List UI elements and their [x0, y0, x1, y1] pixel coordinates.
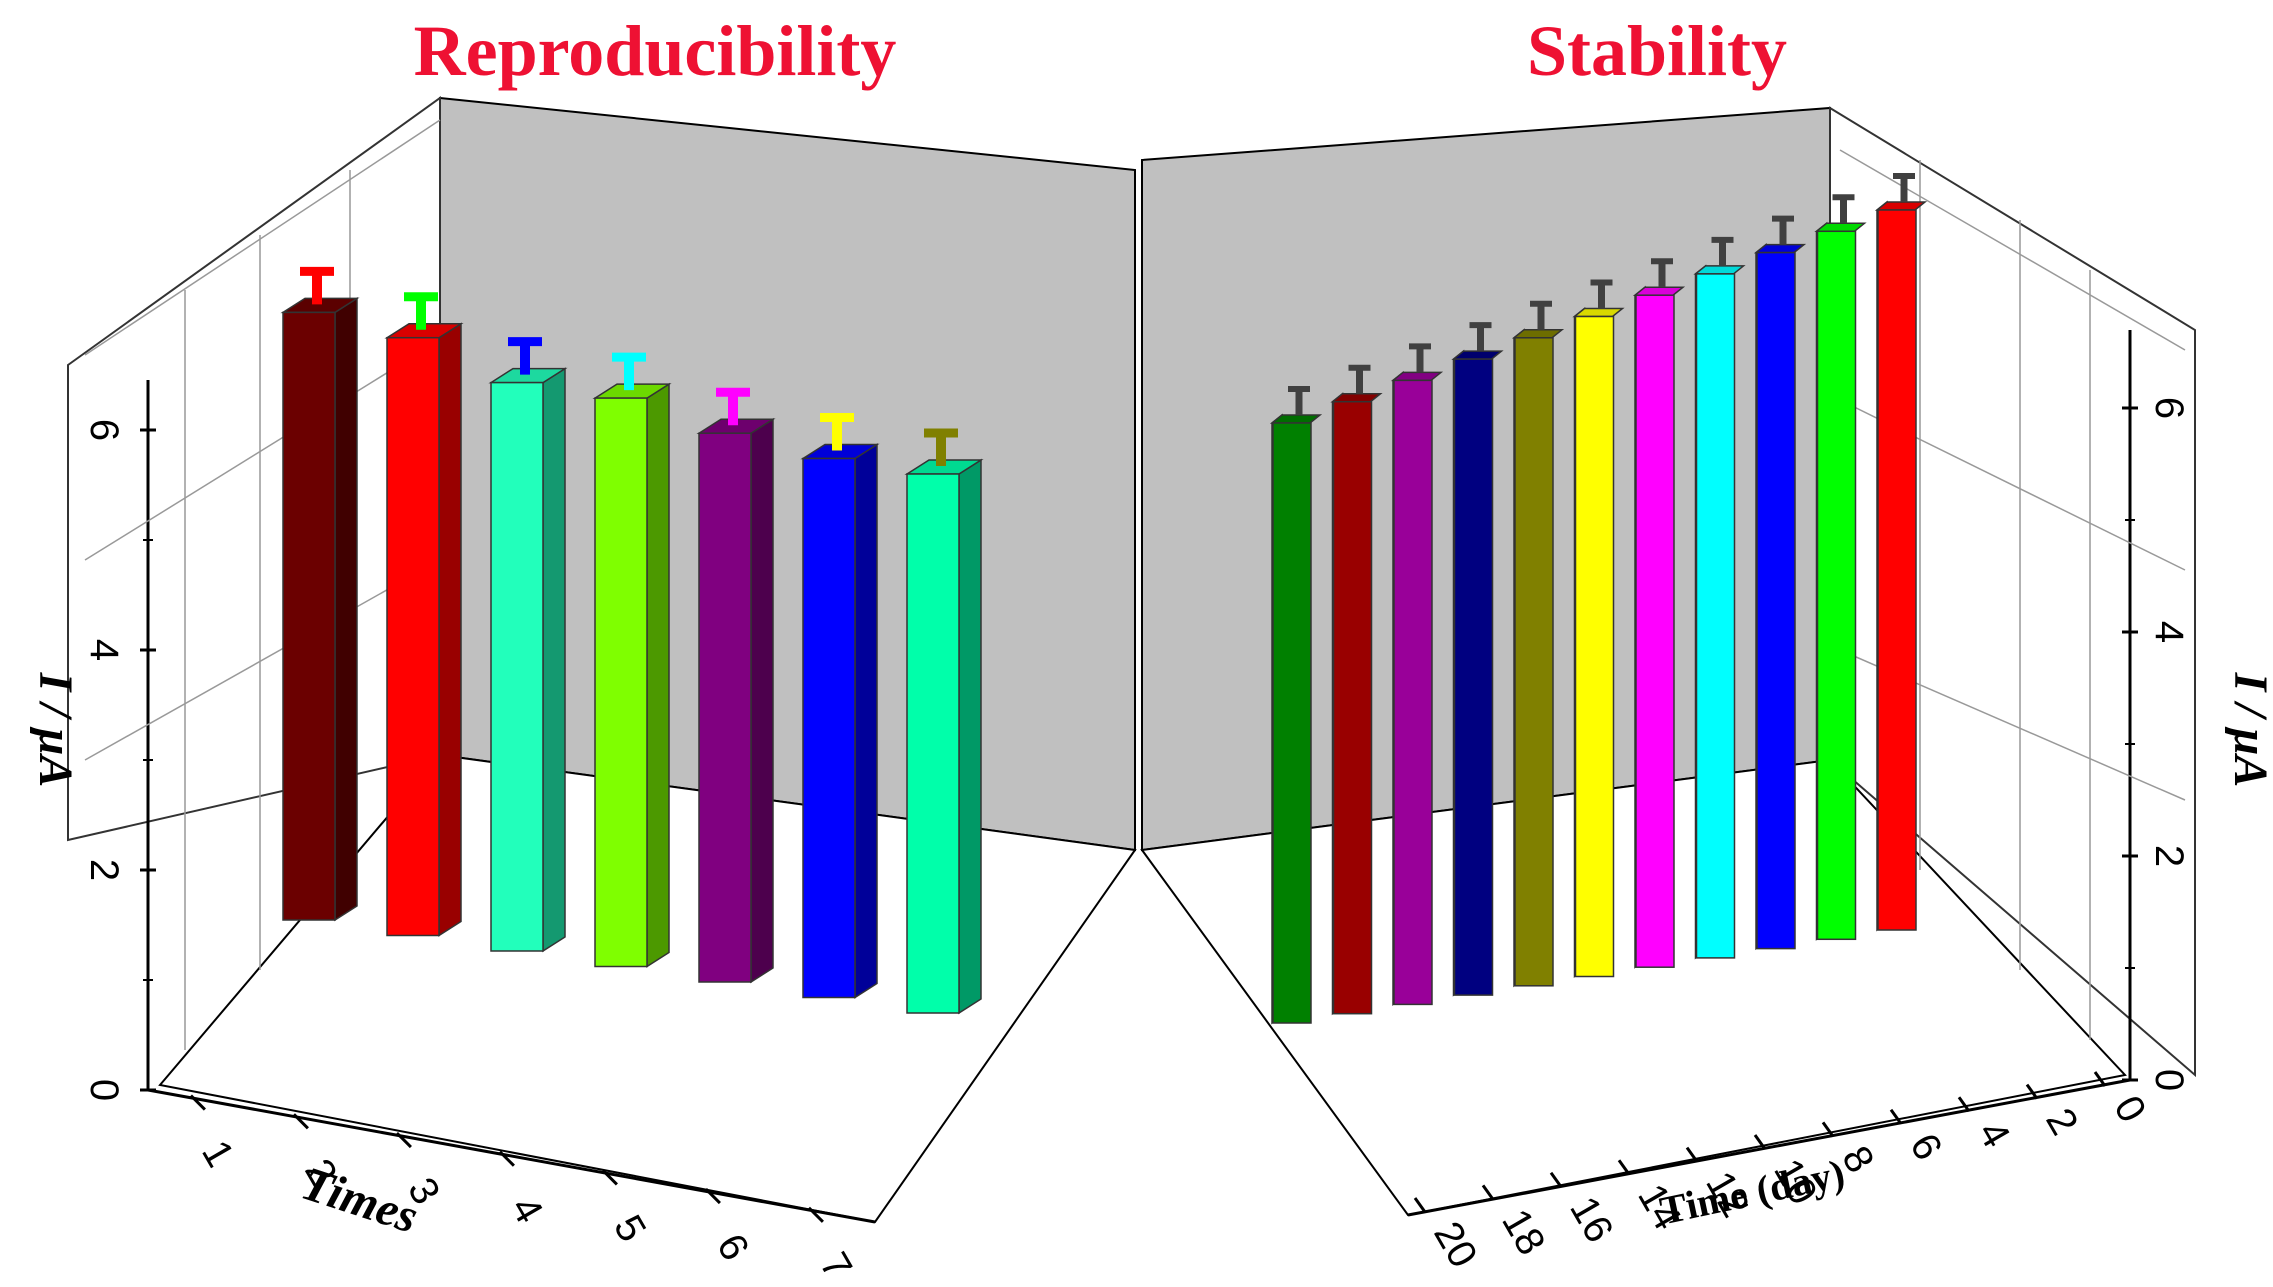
right-x-tick-label: 6: [1901, 1126, 1950, 1167]
right-bar: [1393, 379, 1433, 1006]
left-bar: [594, 397, 648, 968]
right-bar: [1332, 400, 1373, 1015]
right-x-axis-line: [1407, 1078, 2131, 1217]
right-x-tick-label: 16: [1561, 1189, 1621, 1250]
right-x-tick-mark: [1481, 1184, 1495, 1201]
left-x-tick-mark: [498, 1150, 515, 1167]
right-y-axis-label: I / μA: [2224, 672, 2273, 788]
right-bar: [1272, 422, 1312, 1024]
chart-title-reproducibility: Reproducibility: [414, 11, 897, 91]
right-x-tick-mark: [1957, 1096, 1971, 1113]
left-x-tick-mark: [292, 1113, 309, 1130]
right-x-tick-mark: [1413, 1197, 1427, 1213]
left-bar: [386, 336, 440, 937]
right-x-tick-mark: [1753, 1134, 1767, 1150]
right-x-tick-label: 0: [2105, 1089, 2154, 1130]
right-x-tick-label: 4: [1969, 1114, 2018, 1155]
left-x-tick-mark: [704, 1188, 721, 1205]
left-x-tick-label: 6: [708, 1227, 757, 1268]
right-bar: [1695, 273, 1736, 959]
left-bar-side: [334, 297, 358, 922]
right-x-tick-mark: [1617, 1159, 1631, 1176]
left-x-tick-label: 1: [193, 1133, 242, 1174]
right-x-tick-mark: [1821, 1121, 1835, 1138]
right-x-tick-label: 20: [1425, 1215, 1485, 1276]
left-bar: [802, 457, 856, 999]
left-bar-side: [646, 382, 670, 968]
right-bar: [1453, 358, 1494, 996]
left-y-axis-label: I / μA: [29, 672, 82, 788]
left-y-tick-label: 2: [82, 859, 126, 881]
left-bar-side: [750, 417, 774, 984]
left-bar-side: [438, 322, 462, 937]
right-bar: [1635, 294, 1675, 968]
right-y-tick-label: 6: [2147, 397, 2191, 419]
left-x-tick-mark: [601, 1169, 618, 1186]
left-x-tick-label: 5: [605, 1208, 654, 1249]
left-x-axis-line: [147, 1088, 876, 1224]
left-x-tick-mark: [395, 1131, 412, 1149]
right-bar: [1756, 251, 1796, 950]
right-y-tick-label: 2: [2147, 845, 2191, 867]
right-bar: [1816, 230, 1857, 941]
left-bar-side: [542, 367, 566, 953]
right-x-tick-label: 18: [1493, 1202, 1553, 1263]
right-x-tick-mark: [1549, 1171, 1563, 1188]
left-x-tick-mark: [807, 1206, 824, 1223]
left-side-gridlines: [84, 119, 441, 1050]
right-y-tick-label: 0: [2147, 1069, 2191, 1091]
left-bar: [490, 381, 544, 952]
left-y-tick-label: 0: [82, 1079, 126, 1101]
left-bar-side: [958, 458, 982, 1015]
right-bars-layer: [1269, 173, 1928, 1025]
left-bars-layer: [280, 266, 984, 1015]
left-bar: [906, 473, 960, 1014]
left-x-tick-label: 4: [502, 1189, 551, 1230]
right-x-tick-mark: [1685, 1146, 1699, 1163]
left-x-tick-label: 7: [811, 1245, 860, 1286]
chart-title-stability: Stability: [1527, 11, 1787, 91]
right-y-tick-label: 4: [2147, 621, 2191, 643]
left-bar: [282, 311, 336, 921]
left-y-tick-label: 4: [82, 639, 126, 661]
left-y-tick-label: 6: [82, 419, 126, 441]
right-x-tick-label: 2: [2037, 1101, 2086, 1142]
right-x-tick-mark: [2093, 1071, 2107, 1087]
right-x-tick-mark: [2025, 1083, 2039, 1100]
left-side-wall: [67, 96, 441, 842]
left-bar-side: [854, 443, 878, 999]
right-bar: [1574, 315, 1615, 978]
left-bar: [698, 432, 752, 983]
right-bar: [1514, 337, 1554, 987]
right-bar: [1877, 209, 1917, 931]
right-x-tick-mark: [1889, 1108, 1903, 1125]
left-x-tick-mark: [189, 1094, 206, 1111]
